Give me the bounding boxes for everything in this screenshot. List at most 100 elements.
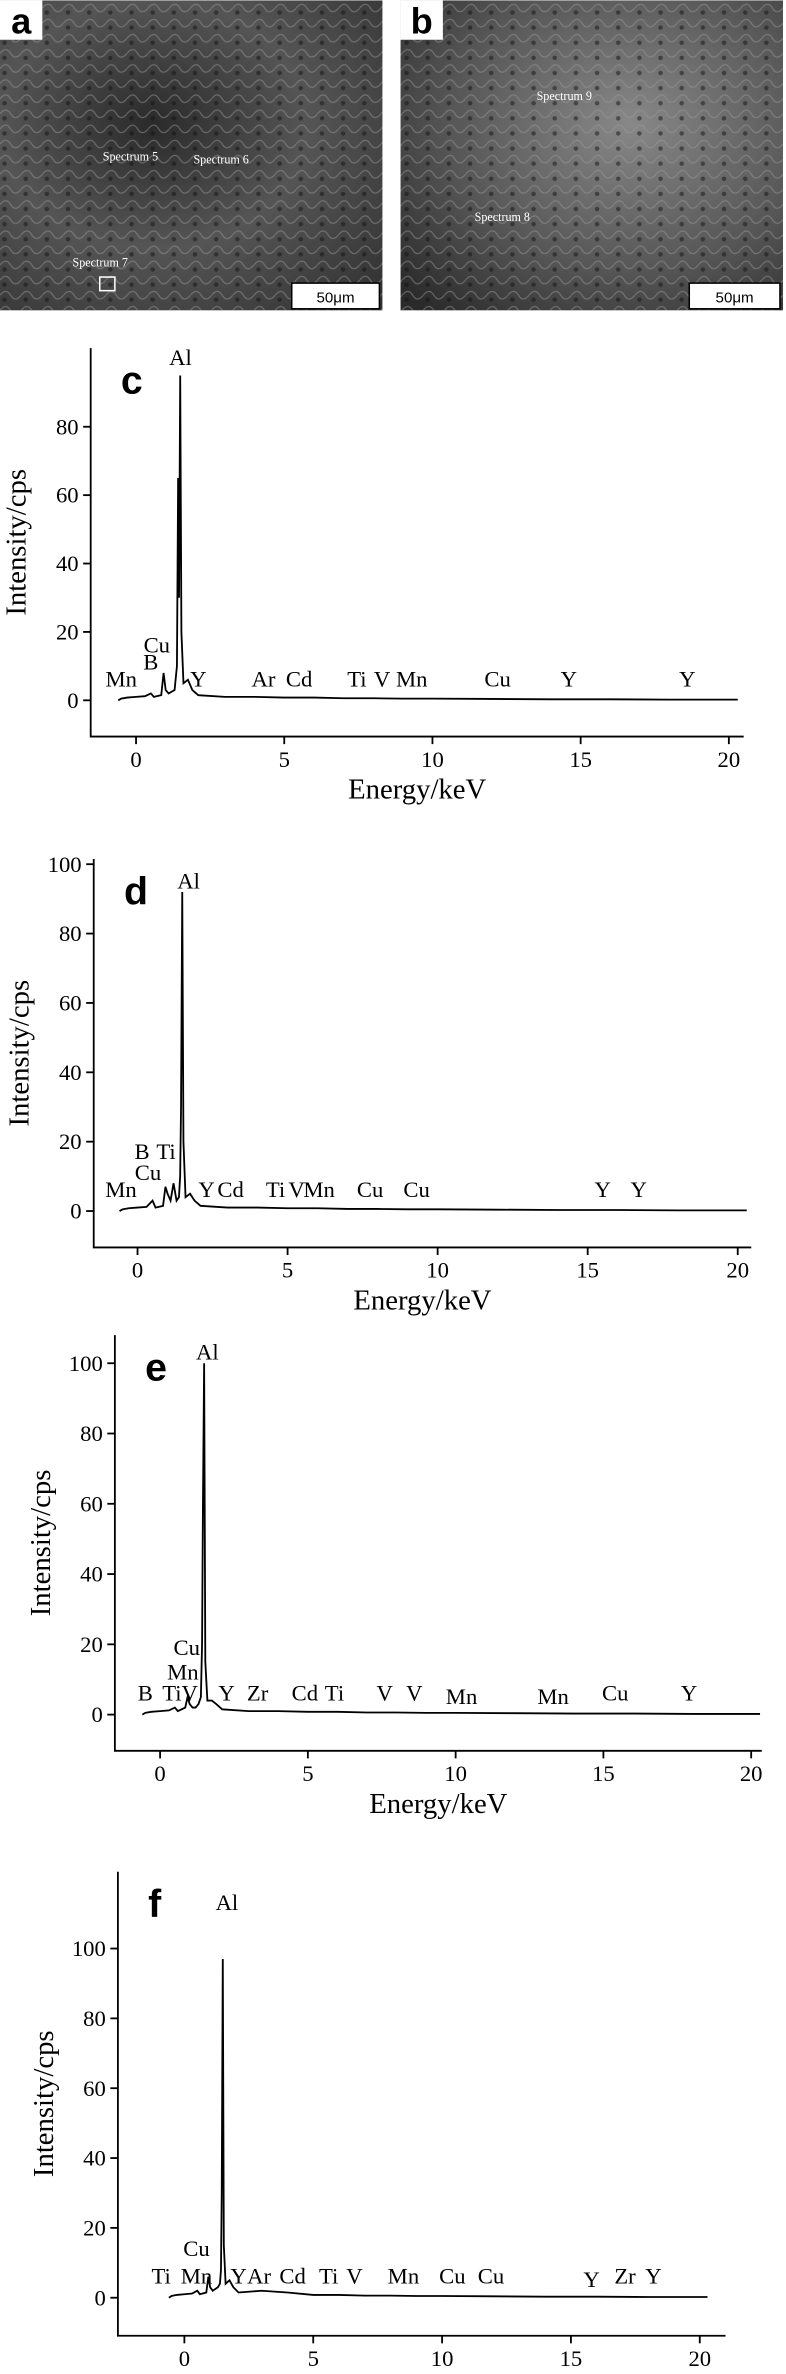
y-tick-label: 60 bbox=[59, 990, 82, 1015]
x-tick-label: 5 bbox=[282, 1258, 293, 1283]
peak-label: Al bbox=[169, 345, 192, 370]
x-tick-label: 10 bbox=[421, 747, 444, 772]
peak-label: Ar bbox=[252, 667, 276, 692]
peak-label: V bbox=[288, 1177, 305, 1202]
x-tick-label: 0 bbox=[132, 1258, 143, 1283]
peak-label: Zr bbox=[247, 1681, 269, 1706]
spectrum-label: Spectrum 7 bbox=[73, 255, 128, 269]
y-tick-label: 80 bbox=[83, 2006, 106, 2031]
y-tick-label: 0 bbox=[70, 1199, 81, 1224]
y-axis-title: Intensity/cps bbox=[1, 469, 33, 616]
peak-label: Mn bbox=[446, 1684, 477, 1709]
panel-label: e bbox=[145, 1345, 167, 1389]
panel-label: b bbox=[411, 1, 433, 42]
x-tick-label: 10 bbox=[431, 2346, 454, 2371]
peak-label: Mn bbox=[105, 667, 136, 692]
y-tick-label: 80 bbox=[59, 921, 82, 946]
peak-label: V bbox=[346, 2264, 363, 2289]
y-tick-label: 20 bbox=[59, 1129, 82, 1154]
x-tick-label: 0 bbox=[154, 1761, 165, 1786]
x-tick-label: 15 bbox=[576, 1258, 599, 1283]
peak-label: V bbox=[406, 1681, 423, 1706]
axis-line bbox=[92, 858, 752, 1249]
y-axis-title: Intensity/cps bbox=[25, 1470, 57, 1617]
peak-label: Y bbox=[631, 1177, 647, 1202]
x-tick-label: 20 bbox=[718, 747, 741, 772]
peak-label: Cu bbox=[478, 2264, 504, 2289]
peak-label: Y bbox=[190, 667, 206, 692]
peak-label: Mn bbox=[388, 2264, 419, 2289]
x-axis-title: Energy/keV bbox=[348, 774, 486, 806]
x-tick-label: 20 bbox=[688, 2346, 711, 2371]
peak-label: Ti bbox=[325, 1681, 344, 1706]
peak-label: Mn bbox=[396, 667, 427, 692]
peak-label: Al bbox=[177, 868, 200, 893]
peak-label: Y bbox=[218, 1681, 234, 1706]
x-axis-title: Energy/keV bbox=[369, 1788, 507, 1820]
sem-image-a: a Spectrum 5 Spectrum 6 Spectrum 7 50μm bbox=[0, 0, 383, 311]
peak-label: Ti bbox=[152, 2264, 171, 2289]
peak-label: Y bbox=[230, 2264, 246, 2289]
axis-line bbox=[113, 1335, 762, 1752]
peak-label: Al bbox=[216, 1890, 239, 1915]
axis-line bbox=[116, 1871, 726, 2337]
peak-label: Al bbox=[196, 1340, 219, 1365]
peak-label: Cu bbox=[135, 1160, 161, 1185]
y-axis-title: Intensity/cps bbox=[28, 2030, 60, 2177]
y-tick-label: 100 bbox=[72, 1936, 106, 1961]
peak-label: Cu bbox=[144, 632, 170, 657]
peak-label: Y bbox=[681, 1681, 697, 1706]
spectrum-line bbox=[141, 1363, 761, 1716]
peak-label: Y bbox=[198, 1177, 214, 1202]
peak-label: Ti bbox=[156, 1139, 175, 1164]
x-axis-title: Energy/keV bbox=[353, 1284, 491, 1316]
peak-label: Ti bbox=[347, 667, 366, 692]
y-tick-label: 60 bbox=[80, 1491, 103, 1516]
y-tick-label: 100 bbox=[69, 1351, 103, 1376]
peak-label: Cu bbox=[403, 1177, 429, 1202]
x-tick-label: 15 bbox=[592, 1761, 615, 1786]
peak-label: V bbox=[377, 1681, 394, 1706]
peak-label: B bbox=[143, 650, 158, 675]
spectrum-label: Spectrum 5 bbox=[103, 150, 158, 164]
x-tick-label: 15 bbox=[569, 747, 592, 772]
peak-label: B bbox=[138, 1681, 153, 1706]
peak-label: Cd bbox=[286, 667, 313, 692]
peak-label: Ti bbox=[266, 1177, 285, 1202]
y-tick-label: 20 bbox=[83, 2215, 106, 2240]
peak-label: Cd bbox=[279, 2264, 306, 2289]
y-tick-label: 0 bbox=[67, 688, 78, 713]
peak-label: Ti bbox=[319, 2264, 338, 2289]
spectrum-label: Spectrum 9 bbox=[537, 89, 592, 103]
spectrum-line bbox=[168, 1959, 708, 2299]
peak-label: Cu bbox=[602, 1681, 628, 1706]
x-tick-label: 10 bbox=[444, 1761, 467, 1786]
x-tick-label: 0 bbox=[179, 2346, 190, 2371]
peak-label: Cu bbox=[484, 667, 510, 692]
panel-label: c bbox=[121, 358, 143, 402]
y-tick-label: 40 bbox=[83, 2146, 106, 2171]
y-tick-label: 0 bbox=[94, 2285, 105, 2310]
peak-label: Cu bbox=[439, 2264, 465, 2289]
x-tick-label: 0 bbox=[130, 747, 141, 772]
peak-label: Mn bbox=[167, 1659, 198, 1684]
peak-label: Cu bbox=[183, 2236, 209, 2261]
peak-label: Ar bbox=[247, 2264, 271, 2289]
y-tick-label: 60 bbox=[56, 483, 79, 508]
sem-image-b: b Spectrum 9 Spectrum 8 50μm bbox=[400, 0, 783, 311]
y-tick-label: 80 bbox=[80, 1421, 103, 1446]
peak-label: B bbox=[134, 1139, 149, 1164]
peak-label: V bbox=[181, 1681, 198, 1706]
panel-label: a bbox=[11, 1, 32, 42]
x-tick-label: 5 bbox=[308, 2346, 319, 2371]
peak-label: Y bbox=[679, 667, 695, 692]
spectrum-line bbox=[119, 891, 747, 1212]
peak-label: Y bbox=[561, 667, 577, 692]
spectrum-label: Spectrum 8 bbox=[475, 210, 530, 224]
x-tick-label: 20 bbox=[726, 1258, 749, 1283]
y-axis-title: Intensity/cps bbox=[4, 980, 36, 1127]
